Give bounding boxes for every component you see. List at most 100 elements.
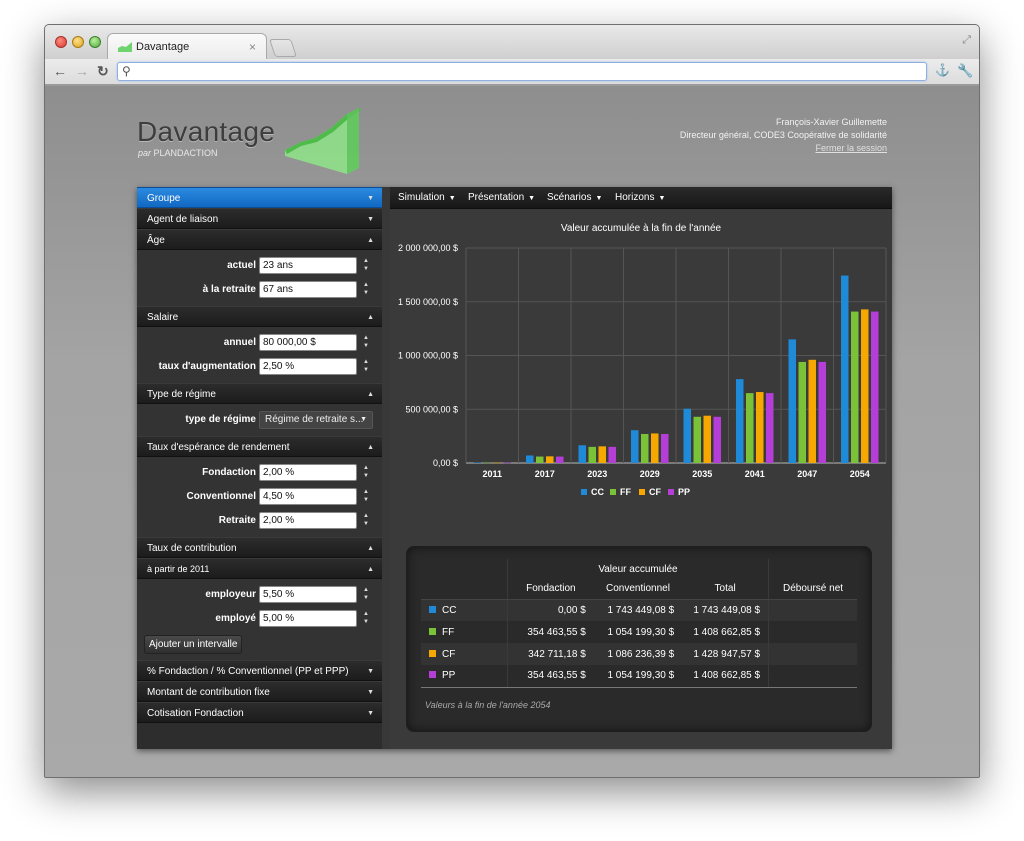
legend-swatch (610, 489, 616, 495)
col-conventionnel: Conventionnel (593, 579, 683, 600)
menu-scenarios[interactable]: Scénarios ▼ (547, 192, 603, 203)
section-agent[interactable]: Agent de liaison ▼ (137, 208, 382, 229)
section-montant[interactable]: Montant de contribution fixe ▼ (137, 681, 382, 702)
extension-icon[interactable]: ⚓ (935, 63, 950, 77)
legend-swatch (668, 489, 674, 495)
table-note: Valeurs à la fin de l'année 2054 (425, 700, 551, 710)
legend-label: CF (649, 487, 661, 497)
legend-label: CC (591, 487, 604, 497)
age-retraite-input[interactable]: 67 ans (259, 281, 357, 298)
minimize-window-button[interactable] (72, 36, 84, 48)
retraite-stepper[interactable]: ▲ ▼ (363, 513, 369, 527)
chevron-down-icon: ▼ (367, 216, 374, 223)
bar-chart: 0,00 $ 500 000,00 $ 1 000 000,00 $ 1 500 00… (398, 243, 887, 497)
age-actuel-stepper[interactable]: ▲ ▼ (363, 258, 369, 272)
bar-cf (808, 359, 816, 463)
menu-horizons[interactable]: Horizons ▼ (615, 192, 666, 203)
bar-cf (546, 456, 554, 463)
search-icon: ⚲ (122, 64, 131, 78)
chevron-down-icon: ▼ (367, 689, 374, 696)
forward-arrow-icon[interactable]: → (75, 63, 89, 79)
salaire-taux-stepper[interactable]: ▲ ▼ (363, 359, 369, 373)
fondaction-input[interactable]: 2,00 % (259, 464, 357, 481)
user-name: François-Xavier Guillemette (775, 117, 887, 127)
section-rendement[interactable]: Taux d'espérance de rendement ▲ (137, 436, 382, 457)
zoom-window-button[interactable] (89, 36, 101, 48)
close-window-button[interactable] (55, 36, 67, 48)
y-tick-label: 1 000 000,00 $ (398, 351, 458, 361)
chevron-down-icon: ▼ (367, 710, 374, 717)
retraite-input[interactable]: 2,00 % (259, 512, 357, 529)
row-series-name: FF (442, 626, 455, 638)
salaire-annuel-input[interactable]: 80 000,00 $ (259, 334, 357, 351)
employeur-stepper[interactable]: ▲ ▼ (363, 587, 369, 601)
chevron-up-icon: ▲ (367, 444, 374, 451)
main-content: Simulation ▼ Présentation ▼ Scénarios ▼ Hor… (390, 187, 892, 749)
chevron-up-icon: ▲ (367, 566, 374, 573)
fondaction-stepper[interactable]: ▲ ▼ (363, 465, 369, 479)
logout-link[interactable]: Fermer la session (815, 143, 887, 153)
employe-stepper[interactable]: ▲ ▼ (363, 611, 369, 625)
user-info: François-Xavier Guillemette Directeur gé… (680, 116, 887, 155)
cell-fondaction: 342 711,18 $ (506, 643, 594, 665)
menu-presentation[interactable]: Présentation ▼ (468, 192, 536, 203)
table-group-header: Valeur accumulée (506, 559, 769, 579)
conventionnel-input[interactable]: 4,50 % (259, 488, 357, 505)
regime-select[interactable]: Régime de retraite s... ▼ (259, 411, 373, 429)
section-apartir[interactable]: à partir de 2011 ▲ (137, 558, 382, 579)
employe-input[interactable]: 5,00 % (259, 610, 357, 627)
address-bar[interactable]: ⚲ (117, 62, 927, 81)
section-salaire[interactable]: Salaire ▲ (137, 306, 382, 327)
series-swatch (429, 649, 436, 657)
add-interval-button[interactable]: Ajouter un intervalle (144, 635, 243, 654)
bar-cc (578, 445, 586, 463)
browser-tab[interactable]: Davantage × (107, 33, 267, 60)
fondaction-label: Fondaction (202, 467, 256, 478)
salaire-annuel-stepper[interactable]: ▲ ▼ (363, 335, 369, 349)
section-regime[interactable]: Type de régime ▲ (137, 383, 382, 404)
bar-cc (788, 339, 796, 463)
tab-close-icon[interactable]: × (248, 40, 256, 54)
bar-pp (661, 433, 669, 463)
age-retraite-label: à la retraite (202, 284, 256, 295)
x-tick-label: 2023 (587, 469, 607, 479)
chevron-down-icon: ▼ (658, 195, 666, 202)
bar-cf (493, 462, 501, 464)
section-pct-fondaction[interactable]: % Fondaction / % Conventionnel (PP et PP… (137, 660, 382, 681)
back-arrow-icon[interactable]: ← (53, 63, 67, 79)
chevron-down-icon: ▼ (528, 195, 536, 202)
salaire-taux-label: taux d'augmentation (158, 361, 256, 372)
bar-ff (641, 433, 649, 463)
salaire-taux-input[interactable]: 2,50 % (259, 358, 357, 375)
bar-cf (651, 433, 659, 463)
col-debourse: Déboursé net (768, 579, 857, 600)
rendement-body: Fondaction 2,00 % ▲ ▼ Conventionnel 4,50 % ▲ ▼… (137, 457, 382, 537)
employeur-input[interactable]: 5,50 % (259, 586, 357, 603)
age-actuel-input[interactable]: 23 ans (259, 257, 357, 274)
bar-cc (841, 275, 849, 463)
address-input[interactable] (138, 64, 918, 79)
summary-table-panel: Valeur accumulée Fondaction Conventionne… (406, 546, 872, 732)
section-age[interactable]: Âge ▲ (137, 229, 382, 250)
conventionnel-stepper[interactable]: ▲ ▼ (363, 489, 369, 503)
regime-label: type de régime (185, 414, 256, 425)
section-contribution[interactable]: Taux de contribution ▲ (137, 537, 382, 558)
new-tab-button[interactable] (269, 39, 297, 57)
browser-toolbar: ← → ↻ ⚲ ⚓ 🔧 (45, 59, 979, 85)
y-tick-label: 1 500 000,00 $ (398, 297, 458, 307)
age-retraite-stepper[interactable]: ▲ ▼ (363, 282, 369, 296)
table-row: PP 354 463,55 $1 054 199,30 $1 408 662,85… (421, 665, 857, 688)
logo-text: Davantage (137, 116, 276, 147)
bar-cc (683, 408, 691, 463)
section-groupe[interactable]: Groupe ▼ (137, 187, 382, 208)
x-tick-label: 2011 (482, 469, 502, 479)
fullscreen-icon[interactable]: ⤢ (962, 34, 971, 46)
cell-total: 1 408 662,85 $ (693, 626, 761, 638)
reload-icon[interactable]: ↻ (97, 63, 109, 79)
age-actuel-label: actuel (227, 260, 256, 271)
wrench-icon[interactable]: 🔧 (957, 63, 974, 78)
menu-simulation[interactable]: Simulation ▼ (398, 192, 456, 203)
legend-swatch (581, 489, 587, 495)
section-cotisation[interactable]: Cotisation Fondaction ▼ (137, 702, 382, 723)
cell-total: 1 428 947,57 $ (682, 643, 769, 665)
